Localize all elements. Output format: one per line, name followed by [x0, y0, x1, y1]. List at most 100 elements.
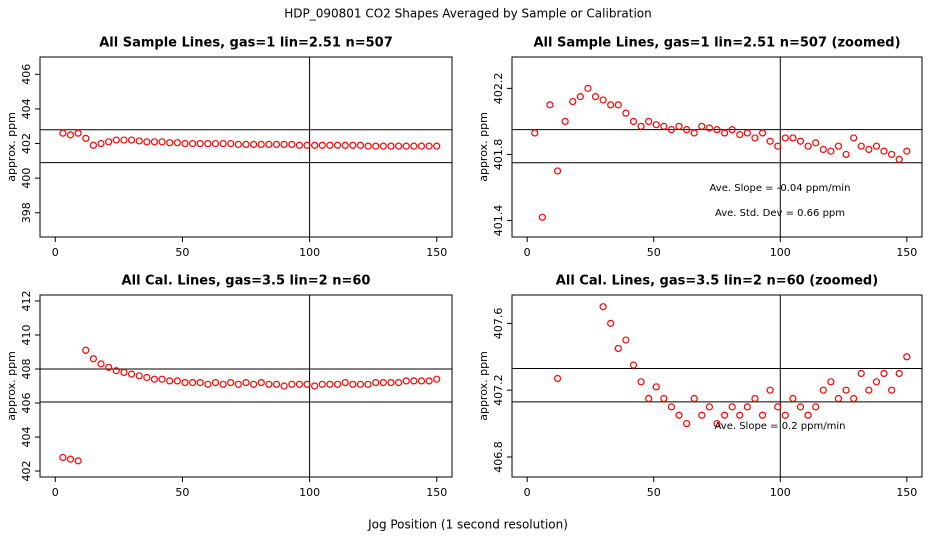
x-tick-label: 150: [896, 246, 917, 259]
point: [789, 394, 797, 403]
point: [135, 372, 143, 380]
point: [425, 142, 433, 150]
point: [614, 101, 622, 109]
point: [105, 363, 113, 371]
point: [158, 138, 166, 146]
point: [796, 403, 805, 411]
point: [698, 411, 706, 419]
point: [827, 378, 835, 386]
point: [303, 141, 311, 149]
point: [280, 382, 288, 390]
point: [250, 140, 258, 149]
point: [166, 139, 174, 147]
point: [387, 142, 395, 150]
plot-frame: [511, 56, 923, 238]
y-tick-label: 404: [20, 98, 33, 119]
point: [74, 129, 82, 137]
point: [379, 142, 387, 150]
point: [683, 419, 691, 428]
point: [903, 147, 911, 155]
point: [591, 93, 600, 101]
point: [311, 382, 319, 390]
point: [288, 380, 296, 388]
y-tick-label: 400: [20, 168, 33, 189]
point: [349, 380, 357, 388]
point: [561, 117, 569, 126]
point: [690, 129, 698, 137]
point: [812, 139, 820, 147]
point: [766, 386, 774, 394]
point: [781, 411, 789, 419]
point: [713, 419, 721, 428]
point: [599, 303, 607, 311]
point: [402, 377, 410, 385]
point: [372, 142, 380, 150]
point: [219, 139, 227, 148]
point: [204, 380, 212, 388]
point: [82, 346, 90, 354]
point: [629, 117, 638, 126]
point: [303, 380, 311, 388]
point: [728, 403, 736, 411]
y-axis-label: approx. ppm: [5, 351, 18, 421]
point: [417, 377, 426, 385]
point: [865, 386, 873, 394]
point: [387, 378, 395, 387]
point: [166, 377, 174, 385]
y-tick-label: 407.2: [492, 374, 505, 406]
point: [743, 129, 751, 137]
plot-frame: [39, 294, 453, 478]
x-tick-label: 0: [52, 486, 59, 499]
point: [637, 122, 645, 130]
panel-title: All Sample Lines, gas=1 lin=2.51 n=507 (…: [533, 36, 900, 51]
point: [796, 137, 805, 145]
point: [834, 142, 843, 150]
point: [311, 141, 319, 149]
x-tick-label: 0: [524, 246, 531, 259]
point: [675, 411, 683, 419]
point: [622, 336, 630, 344]
point: [812, 403, 820, 411]
point: [326, 141, 334, 149]
point: [834, 394, 843, 403]
point: [569, 97, 577, 106]
point: [74, 457, 82, 465]
y-tick-label: 398: [20, 202, 33, 223]
point: [97, 360, 105, 368]
point: [629, 361, 638, 369]
point: [637, 378, 645, 386]
annotation: Ave. Std. Dev = 0.66 ppm: [715, 208, 845, 219]
plot-frame: [511, 294, 923, 478]
x-tick-label: 100: [770, 486, 791, 499]
plot-area: [512, 57, 922, 237]
x-tick-label: 100: [299, 246, 320, 259]
point: [850, 394, 858, 403]
point: [341, 141, 349, 149]
point: [89, 355, 98, 363]
point: [143, 373, 151, 382]
point: [667, 403, 676, 411]
point: [379, 378, 387, 387]
point: [698, 122, 706, 130]
y-tick-label: 406.8: [492, 441, 505, 473]
point: [645, 394, 653, 403]
y-tick-label: 402.2: [492, 73, 505, 105]
point: [599, 96, 607, 104]
y-tick-label: 407.6: [492, 308, 505, 340]
point: [584, 84, 592, 92]
x-tick-label: 50: [647, 246, 661, 259]
point: [872, 378, 881, 386]
point: [410, 142, 418, 150]
point: [410, 377, 418, 385]
point: [120, 136, 128, 144]
point: [333, 380, 342, 388]
point: [758, 129, 767, 137]
point: [538, 213, 546, 221]
point: [705, 124, 714, 132]
y-axis-label: approx. ppm: [477, 112, 490, 182]
point: [295, 380, 304, 388]
y-tick-label: 406: [20, 393, 33, 414]
point: [66, 455, 75, 463]
point: [356, 380, 365, 388]
x-tick-label: 150: [896, 486, 917, 499]
